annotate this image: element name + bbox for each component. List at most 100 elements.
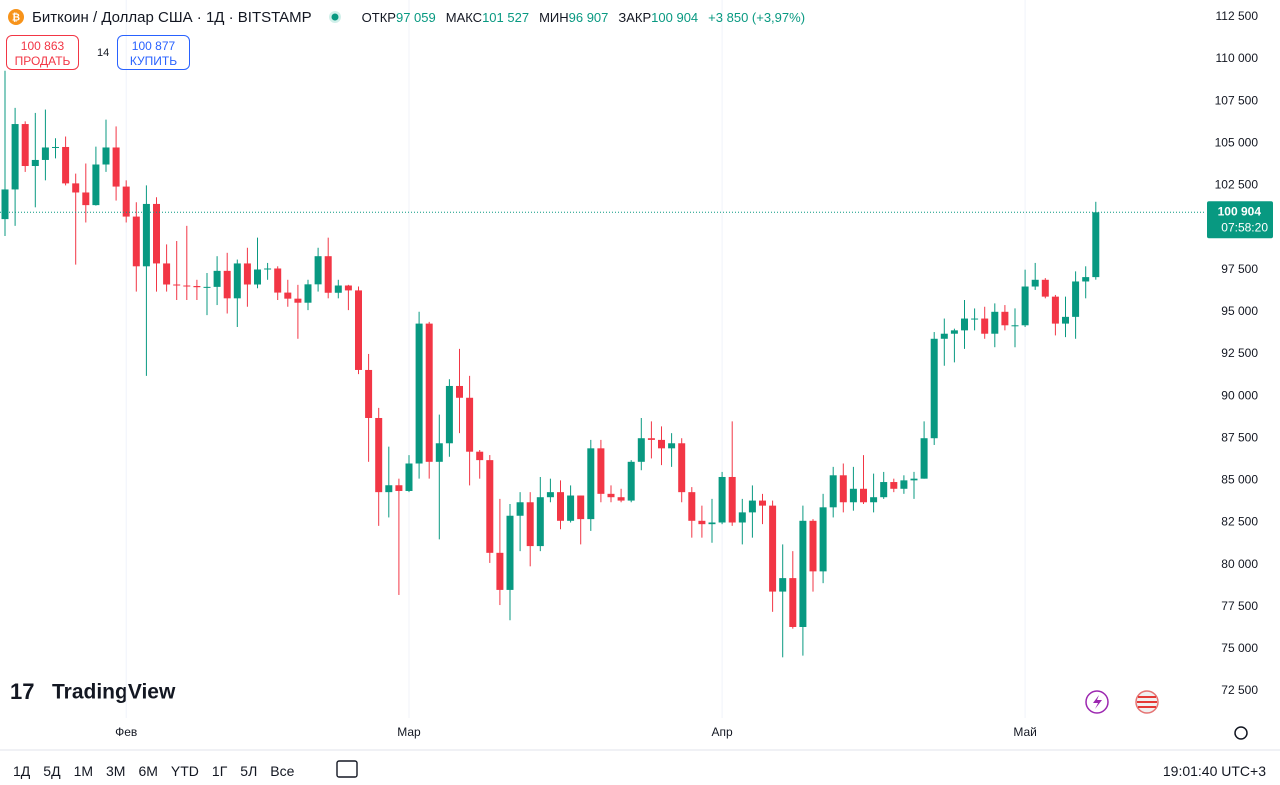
y-tick-label: 107 500 xyxy=(1215,93,1259,107)
candle-body xyxy=(738,512,746,523)
range-button[interactable]: 3М xyxy=(106,763,126,779)
flag xyxy=(1137,696,1157,708)
candle-body xyxy=(193,286,201,288)
logo: TradingView xyxy=(52,681,176,704)
candle-body xyxy=(52,146,59,148)
candle-body xyxy=(910,478,918,481)
stat-label: МИН xyxy=(539,9,569,25)
candle-body xyxy=(445,385,453,444)
candle-body xyxy=(183,285,191,287)
candle-body xyxy=(597,448,605,494)
candle-body xyxy=(900,480,908,489)
change: +3 850 (+3,97%) xyxy=(708,9,806,25)
y-tick-label: 87 500 xyxy=(1221,430,1258,444)
range-button[interactable]: 1Д xyxy=(13,763,31,779)
x-tick-label: Фев xyxy=(115,725,137,739)
candle-body xyxy=(728,476,736,523)
y-tick-label: 92 500 xyxy=(1221,346,1258,360)
y-tick-label: 102 500 xyxy=(1215,178,1259,192)
sell-button[interactable]: 100 863 ПРОДАТЬ xyxy=(6,35,79,70)
candle-body xyxy=(678,443,686,493)
buy-price: 100 877 xyxy=(131,39,176,53)
buy-button[interactable]: 100 877 КУПИТЬ xyxy=(117,35,190,70)
candle-body xyxy=(395,485,403,491)
buy-label: КУПИТЬ xyxy=(129,54,178,68)
candle-body xyxy=(546,492,554,498)
ranges: 1Д 5Д 1М 3М 6М YTD 1Г 5Л Все xyxy=(0,763,294,779)
candle-body xyxy=(779,578,787,592)
candle-body xyxy=(365,369,373,418)
candle-body xyxy=(849,488,857,503)
candle-body xyxy=(688,492,696,521)
candle-body xyxy=(31,159,39,167)
candle-body xyxy=(385,485,393,493)
candle-body xyxy=(1051,296,1059,324)
y-tick-label: 95 000 xyxy=(1221,304,1258,318)
range-button[interactable]: 5Д xyxy=(43,763,61,779)
candle-body xyxy=(647,438,655,440)
candle-body xyxy=(102,147,110,165)
candle-body xyxy=(718,476,726,523)
candle-body xyxy=(567,495,575,521)
candle-body xyxy=(496,552,504,590)
candle-body xyxy=(304,284,312,303)
candle-body xyxy=(41,147,49,160)
candle-body xyxy=(698,520,706,525)
candle-body xyxy=(930,338,938,439)
candle-body xyxy=(1011,325,1019,327)
candle-body xyxy=(536,497,544,547)
candle-body xyxy=(425,323,433,462)
status-dot xyxy=(328,11,341,23)
settings-icon[interactable] xyxy=(1234,726,1248,740)
candle-body xyxy=(132,216,140,267)
candle-body xyxy=(122,186,130,217)
date-range-icon[interactable] xyxy=(336,760,358,778)
lightning xyxy=(1093,695,1102,709)
range-button[interactable]: YTD xyxy=(170,763,199,779)
candle-body xyxy=(860,488,867,503)
range-button[interactable]: 1Г xyxy=(211,763,228,779)
stat-value: 101 527 xyxy=(482,9,530,25)
candle-body xyxy=(637,438,645,462)
candle-body xyxy=(213,270,221,287)
candle-body xyxy=(971,318,979,320)
candle-body xyxy=(415,323,423,464)
range-button[interactable]: 5Л xyxy=(240,763,258,779)
candle-body xyxy=(1001,311,1009,326)
lightning-icon[interactable] xyxy=(1085,690,1109,714)
candle-body xyxy=(435,443,443,462)
candle-body xyxy=(243,263,251,285)
candle-body xyxy=(1041,279,1049,297)
x-tick-label: Мар xyxy=(397,725,421,739)
candle-body xyxy=(627,461,635,501)
candle-body xyxy=(456,385,463,398)
y-tick-label: 82 500 xyxy=(1221,515,1258,529)
candle-body xyxy=(557,492,564,521)
candle-body xyxy=(355,290,362,370)
candle-body xyxy=(940,333,948,339)
candle-body xyxy=(708,522,716,525)
range-button[interactable]: Все xyxy=(270,763,295,779)
countdown: 07:58:20 xyxy=(1221,220,1268,234)
sell-price: 100 863 xyxy=(20,39,65,53)
candle-body xyxy=(314,256,322,285)
candle-body xyxy=(153,203,160,264)
y-tick-label: 77 500 xyxy=(1221,599,1258,613)
range-button[interactable]: 1М xyxy=(73,763,94,779)
candle-body xyxy=(72,183,80,193)
stat-label: МАКС xyxy=(445,9,483,25)
candle-body xyxy=(748,500,756,513)
candle-body xyxy=(254,269,261,285)
candle-body xyxy=(324,256,332,293)
candle-body xyxy=(516,502,524,516)
candle-body xyxy=(466,397,474,452)
y-tick-label: 75 000 xyxy=(1221,641,1258,655)
candle-body xyxy=(759,500,766,506)
y-tick-label: 90 000 xyxy=(1221,388,1258,402)
symbol-title: Биткоин / Доллар США · 1Д · BITSTAMP xyxy=(32,8,312,26)
stat-value: 96 907 xyxy=(568,9,609,25)
range-button[interactable]: 6М xyxy=(138,763,158,779)
y-tick-label: 97 500 xyxy=(1221,262,1258,276)
candle-body xyxy=(839,475,847,503)
